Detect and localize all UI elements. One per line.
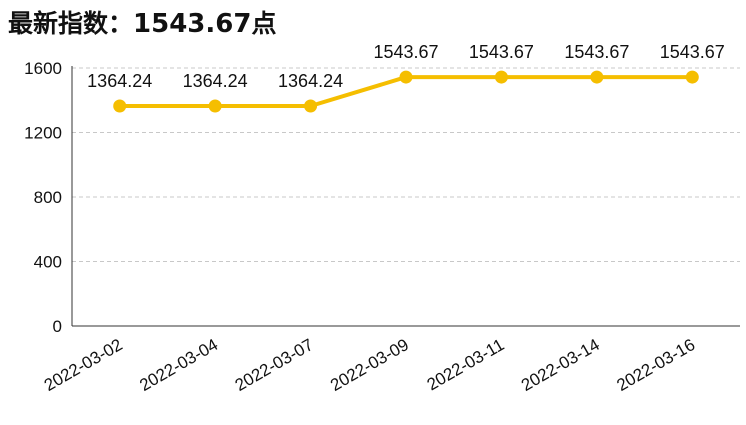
x-tick-label: 2022-03-04 bbox=[136, 335, 221, 395]
data-point bbox=[208, 99, 222, 113]
data-point bbox=[494, 70, 508, 84]
x-tick-label: 2022-03-14 bbox=[518, 335, 603, 395]
data-points bbox=[113, 70, 699, 113]
y-tick-label: 400 bbox=[34, 253, 62, 272]
x-tick-label: 2022-03-02 bbox=[41, 335, 126, 395]
title-suffix: 点 bbox=[251, 9, 277, 38]
x-tick-label: 2022-03-11 bbox=[424, 335, 508, 394]
y-tick-labels: 0 400 800 1200 1600 bbox=[24, 59, 62, 336]
axes bbox=[71, 66, 740, 327]
data-point bbox=[399, 70, 413, 84]
y-tick-label: 1200 bbox=[24, 124, 62, 143]
data-label: 1543.67 bbox=[469, 42, 534, 62]
chart-title: 最新指数：1543.67点 bbox=[8, 6, 276, 42]
y-tick-label: 1600 bbox=[24, 59, 62, 78]
x-tick-label: 2022-03-09 bbox=[327, 335, 412, 395]
data-point bbox=[590, 70, 604, 84]
data-point bbox=[685, 70, 699, 84]
x-tick-label: 2022-03-07 bbox=[232, 335, 317, 395]
x-tick-label: 2022-03-16 bbox=[613, 335, 698, 395]
data-label: 1364.24 bbox=[278, 71, 343, 91]
data-label: 1364.24 bbox=[87, 71, 152, 91]
data-point bbox=[304, 99, 318, 113]
data-label: 1364.24 bbox=[183, 71, 248, 91]
data-labels: 1364.24 1364.24 1364.24 1543.67 1543.67 1543.… bbox=[87, 42, 725, 91]
data-label: 1543.67 bbox=[660, 42, 725, 62]
data-label: 1543.67 bbox=[564, 42, 629, 62]
y-tick-label: 800 bbox=[34, 188, 62, 207]
x-tick-labels: 2022-03-02 2022-03-04 2022-03-07 2022-03-09… bbox=[41, 335, 698, 395]
title-prefix: 最新指数： bbox=[8, 9, 134, 38]
data-point bbox=[113, 99, 127, 113]
grid-lines bbox=[72, 67, 740, 262]
data-label: 1543.67 bbox=[373, 42, 438, 62]
y-tick-label: 0 bbox=[53, 317, 62, 336]
title-value: 1543.67 bbox=[133, 9, 252, 39]
